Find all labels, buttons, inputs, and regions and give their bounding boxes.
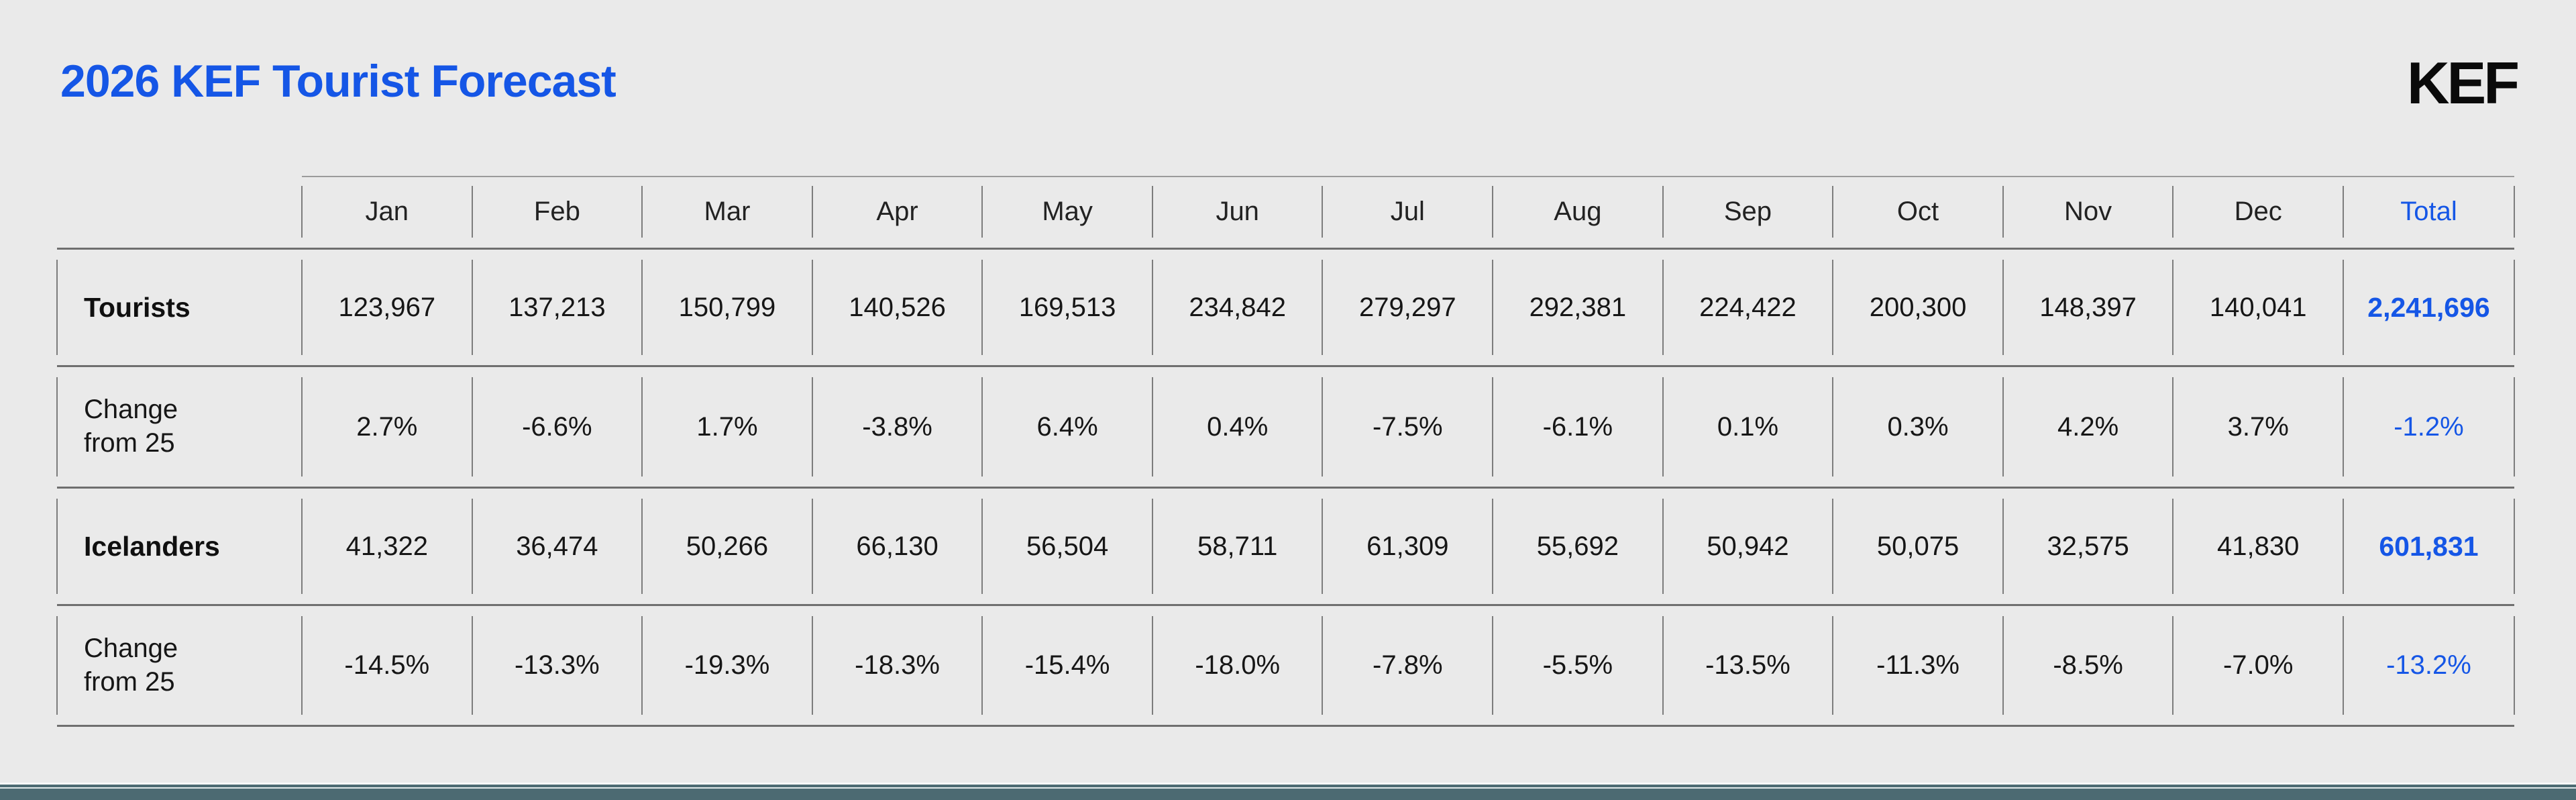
table-cell: -7.0%	[2172, 606, 2343, 725]
table-cell: 137,213	[471, 250, 643, 365]
column-header-jan: Jan	[301, 176, 472, 248]
table-cell: -13.3%	[471, 606, 643, 725]
table-row: Change from 25 -14.5% -13.3% -19.3% -18.3% -1…	[56, 606, 2515, 727]
table-cell: 2.7%	[301, 367, 472, 487]
footer-teal-bar	[0, 789, 2576, 800]
row-total-cell: 601,831	[2342, 489, 2515, 604]
row-label: Change from 25	[56, 606, 302, 725]
table-cell: -8.5%	[2002, 606, 2174, 725]
row-total-cell: 2,241,696	[2342, 250, 2515, 365]
table-cell: 66,130	[811, 489, 983, 604]
table-cell: 148,397	[2002, 250, 2174, 365]
table-cell: -6.1%	[1492, 367, 1663, 487]
column-header-may: May	[981, 176, 1152, 248]
column-header-nov: Nov	[2002, 176, 2174, 248]
table-cell: 1.7%	[641, 367, 812, 487]
table-cell: 41,830	[2172, 489, 2343, 604]
column-header-feb: Feb	[471, 176, 643, 248]
row-label-text: Change from 25	[84, 395, 178, 458]
kef-logo: KEF	[2407, 50, 2520, 116]
table-cell: 58,711	[1151, 489, 1323, 604]
row-label: Change from 25	[56, 367, 302, 487]
table-cell: 4.2%	[2002, 367, 2174, 487]
table-cell: 0.3%	[1832, 367, 2003, 487]
table-cell: 169,513	[981, 250, 1152, 365]
table-cell: -15.4%	[981, 606, 1152, 725]
table-cell: 123,967	[301, 250, 472, 365]
footer-accent-bar	[0, 783, 2576, 800]
table-cell: 50,942	[1662, 489, 1833, 604]
column-header-oct: Oct	[1832, 176, 2003, 248]
table-cell: 50,075	[1832, 489, 2003, 604]
column-header-sep: Sep	[1662, 176, 1833, 248]
column-header-dec: Dec	[2172, 176, 2343, 248]
table-cell: 140,041	[2172, 250, 2343, 365]
table-cell: -7.8%	[1322, 606, 1493, 725]
table-top-rule	[302, 176, 2514, 177]
column-header-jul: Jul	[1322, 176, 1493, 248]
column-header-jun: Jun	[1151, 176, 1323, 248]
forecast-table: Jan Feb Mar Apr May Jun Jul Aug Sep Oct Nov Dec Tota…	[56, 176, 2515, 727]
table-cell: 36,474	[471, 489, 643, 604]
table-cell: -5.5%	[1492, 606, 1663, 725]
row-total-cell: -1.2%	[2342, 367, 2515, 487]
table-cell: -18.0%	[1151, 606, 1323, 725]
table-row: Tourists 123,967 137,213 150,799 140,526 169,…	[56, 250, 2515, 367]
table-header-row: Jan Feb Mar Apr May Jun Jul Aug Sep Oct Nov Dec Tota…	[57, 176, 2515, 250]
table-cell: -13.5%	[1662, 606, 1833, 725]
row-total-cell: -13.2%	[2342, 606, 2515, 725]
row-label-text: Change from 25	[84, 633, 178, 697]
table-cell: -3.8%	[811, 367, 983, 487]
column-header-aug: Aug	[1492, 176, 1663, 248]
table-cell: 6.4%	[981, 367, 1152, 487]
table-cell: -19.3%	[641, 606, 812, 725]
table-cell: -6.6%	[471, 367, 643, 487]
column-header-apr: Apr	[811, 176, 983, 248]
table-cell: 0.1%	[1662, 367, 1833, 487]
footer-gap-line	[0, 787, 2576, 789]
table-row: Change from 25 2.7% -6.6% 1.7% -3.8% 6.4% 0.4%…	[56, 367, 2515, 489]
table-cell: 55,692	[1492, 489, 1663, 604]
footer-light-strip	[0, 783, 2576, 785]
column-header-mar: Mar	[641, 176, 812, 248]
table-cell: 50,266	[641, 489, 812, 604]
table-cell: 150,799	[641, 250, 812, 365]
table-cell: -14.5%	[301, 606, 472, 725]
table-cell: 3.7%	[2172, 367, 2343, 487]
table-cell: 41,322	[301, 489, 472, 604]
footer-teal-line	[0, 785, 2576, 787]
table-cell: 61,309	[1322, 489, 1493, 604]
page-title: 2026 KEF Tourist Forecast	[60, 56, 616, 107]
table-cell: 32,575	[2002, 489, 2174, 604]
row-label-text: Tourists	[84, 291, 191, 323]
table-cell: 292,381	[1492, 250, 1663, 365]
table-cell: 0.4%	[1151, 367, 1323, 487]
table-cell: 234,842	[1151, 250, 1323, 365]
page-header: 2026 KEF Tourist Forecast KEF	[60, 50, 2520, 116]
row-label: Tourists	[56, 250, 302, 365]
table-cell: 140,526	[811, 250, 983, 365]
table-cell: 224,422	[1662, 250, 1833, 365]
row-label: Icelanders	[56, 489, 302, 604]
table-cell: 279,297	[1322, 250, 1493, 365]
column-header-spacer	[57, 176, 302, 248]
table-cell: 56,504	[981, 489, 1152, 604]
column-header-total: Total	[2342, 176, 2515, 248]
row-label-text: Icelanders	[84, 530, 220, 562]
table-cell: -18.3%	[811, 606, 983, 725]
table-cell: -7.5%	[1322, 367, 1493, 487]
table-cell: -11.3%	[1832, 606, 2003, 725]
table-cell: 200,300	[1832, 250, 2003, 365]
table-row: Icelanders 41,322 36,474 50,266 66,130 56,504…	[56, 489, 2515, 606]
